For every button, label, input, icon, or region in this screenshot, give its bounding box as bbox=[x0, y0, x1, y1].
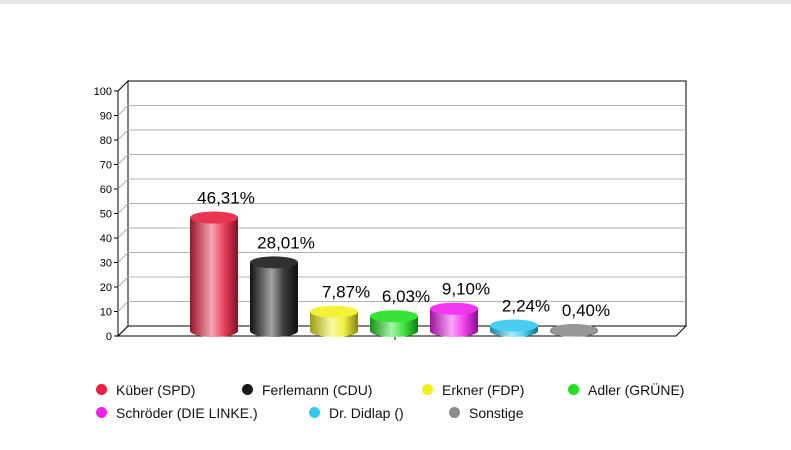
bar bbox=[310, 305, 358, 337]
bar-top bbox=[310, 305, 358, 318]
y-tick-label: 40 bbox=[100, 233, 112, 245]
gridline bbox=[117, 129, 129, 141]
bars bbox=[190, 211, 598, 337]
data-label: 28,01% bbox=[257, 233, 315, 252]
y-tick-label: 50 bbox=[100, 209, 112, 221]
legend: Küber (SPD) Ferlemann (CDU) Erkner (FDP)… bbox=[96, 378, 736, 424]
bar-body bbox=[430, 308, 478, 337]
y-tick-label: 10 bbox=[100, 307, 112, 319]
y-tick-label: 0 bbox=[106, 331, 112, 343]
bar-top bbox=[190, 211, 238, 224]
legend-label: Schröder (DIE LINKE.) bbox=[116, 404, 258, 421]
bar bbox=[550, 324, 598, 337]
legend-item-ferlemann: Ferlemann (CDU) bbox=[242, 382, 422, 398]
bar-top bbox=[250, 256, 298, 269]
legend-dot-icon bbox=[568, 384, 579, 395]
data-label: 2,24% bbox=[502, 297, 550, 316]
legend-item-adler: Adler (GRÜNE) bbox=[568, 382, 718, 398]
legend-dot-icon bbox=[242, 384, 253, 395]
y-tick-label: 30 bbox=[100, 258, 112, 270]
legend-dot-icon bbox=[96, 407, 107, 418]
bar bbox=[190, 211, 238, 337]
gridline bbox=[117, 203, 129, 214]
bar-body bbox=[310, 311, 358, 337]
data-label: 7,87% bbox=[322, 283, 370, 302]
gridline bbox=[117, 301, 129, 312]
bar-top bbox=[550, 324, 598, 337]
bar bbox=[490, 319, 538, 337]
gridline bbox=[117, 227, 129, 239]
y-axis-ticks: 0 10 20 30 40 50 60 70 80 90 100 bbox=[94, 86, 396, 343]
legend-label: Küber (SPD) bbox=[116, 381, 196, 398]
data-label: 6,03% bbox=[382, 287, 430, 306]
legend-dot-icon bbox=[422, 384, 433, 395]
gridline bbox=[117, 252, 129, 263]
top-border bbox=[0, 0, 791, 4]
legend-dot-icon bbox=[449, 407, 460, 418]
bar bbox=[370, 310, 418, 337]
data-labels: 46,31% 28,01% 7,87% 6,03% 9,10% 2,24% 0,40% bbox=[197, 189, 610, 320]
data-label: 0,40% bbox=[562, 301, 610, 320]
legend-dot-icon bbox=[96, 384, 107, 395]
y-tick-label: 20 bbox=[100, 282, 112, 294]
bar-top bbox=[490, 319, 538, 332]
legend-dot-icon bbox=[309, 407, 320, 418]
legend-item-sonstige: Sonstige bbox=[449, 405, 569, 421]
bar-body bbox=[250, 262, 298, 337]
legend-item-didlap: Dr. Didlap () bbox=[309, 405, 449, 421]
legend-item-kueber: Küber (SPD) bbox=[96, 382, 242, 398]
bar-body bbox=[190, 217, 238, 337]
legend-label: Dr. Didlap () bbox=[329, 404, 404, 421]
bar-top bbox=[370, 310, 418, 323]
gridline bbox=[117, 178, 129, 190]
bar bbox=[430, 302, 478, 337]
gridline bbox=[117, 154, 129, 165]
bar-top bbox=[430, 302, 478, 315]
legend-label: Ferlemann (CDU) bbox=[262, 381, 373, 398]
legend-label: Adler (GRÜNE) bbox=[588, 381, 685, 398]
bar bbox=[250, 256, 298, 337]
legend-item-schroeder: Schröder (DIE LINKE.) bbox=[96, 405, 309, 421]
y-tick-label: 80 bbox=[100, 135, 112, 147]
legend-row: Küber (SPD) Ferlemann (CDU) Erkner (FDP)… bbox=[96, 378, 736, 401]
data-label: 46,31% bbox=[197, 189, 255, 208]
legend-item-erkner: Erkner (FDP) bbox=[422, 382, 568, 398]
gridline bbox=[117, 105, 129, 116]
y-tick-label: 70 bbox=[100, 160, 112, 172]
y-tick-label: 60 bbox=[100, 184, 112, 196]
gridline bbox=[117, 276, 129, 288]
y-tick-label: 100 bbox=[94, 86, 112, 98]
y-tick-label: 90 bbox=[100, 111, 112, 123]
data-label: 9,10% bbox=[442, 280, 490, 299]
legend-label: Sonstige bbox=[469, 404, 524, 421]
legend-label: Erkner (FDP) bbox=[442, 381, 525, 398]
legend-row: Schröder (DIE LINKE.) Dr. Didlap () Sons… bbox=[96, 401, 736, 424]
